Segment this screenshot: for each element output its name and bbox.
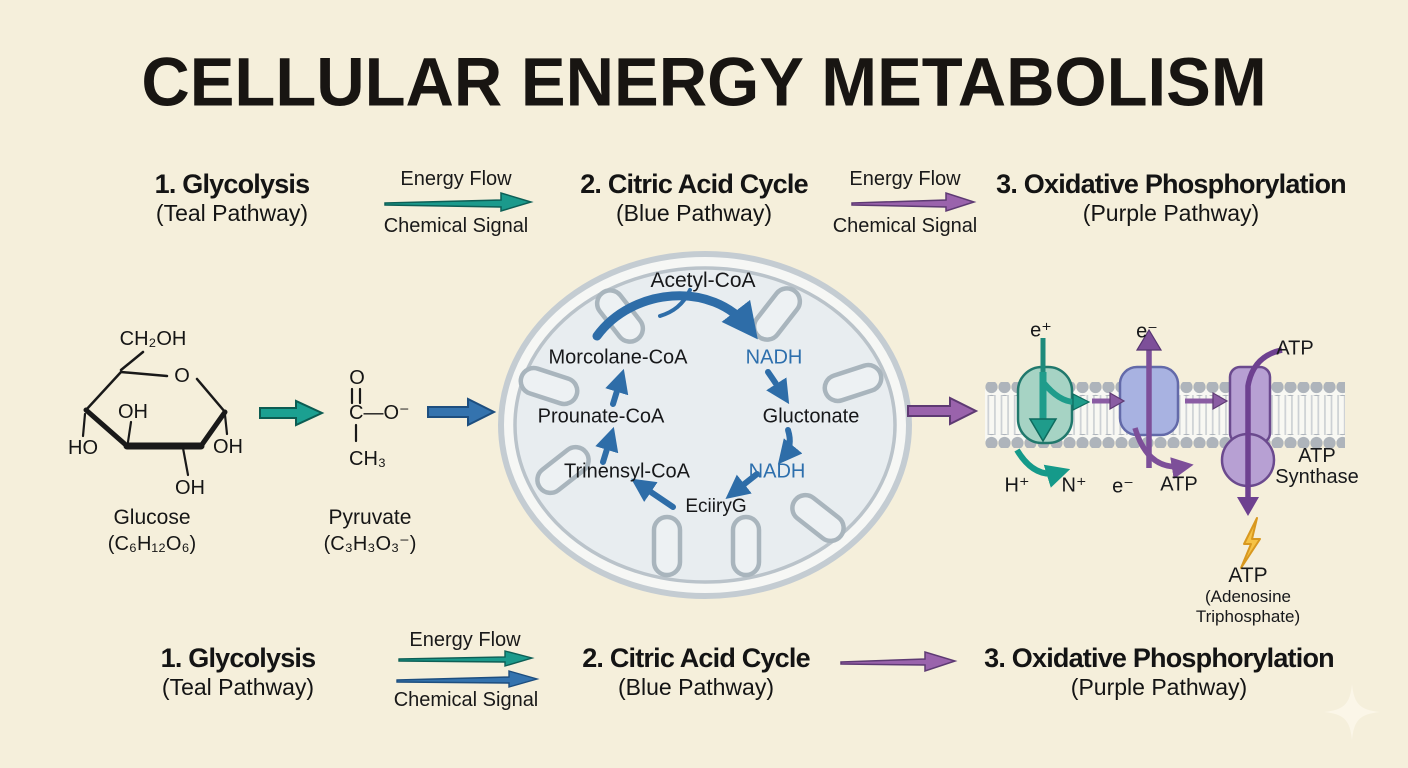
membrane-label-atp-top: ATP xyxy=(1276,337,1314,360)
glucose-oh-inner: OH xyxy=(118,401,148,423)
energy-flow-arrow-teal xyxy=(384,191,534,213)
membrane-label-n-plus: N⁺ xyxy=(1061,474,1087,497)
step-title: 1. Glycolysis xyxy=(154,169,311,199)
step-title: 2. Citric Acid Cycle xyxy=(580,169,808,199)
energy-flow-arrow-purple xyxy=(851,191,977,213)
cycle-label-morcolane-coa: Morcolane-CoA xyxy=(548,346,688,369)
pyruvate-o-top: O xyxy=(349,367,365,389)
atp-synthase-label: ATP Synthase xyxy=(1275,445,1359,488)
step-subtitle: (Teal Pathway) xyxy=(155,200,309,226)
membrane-label-e-minus-bottom: e⁻ xyxy=(1112,475,1134,498)
pyruvate-formula: (C₃H₃O₃⁻) xyxy=(323,533,417,555)
cycle-label-prounate-coa: Prounate-CoA xyxy=(537,405,665,428)
mitochondrion xyxy=(498,251,912,599)
glucose-oh-bottom: OH xyxy=(175,477,205,499)
step-title: 3. Oxidative Phosphorylation xyxy=(984,643,1334,673)
step-title: 2. Citric Acid Cycle xyxy=(582,643,810,673)
glucose-oh-right: OH xyxy=(213,436,243,458)
cycle-label-acetyl-coa: Acetyl-CoA xyxy=(650,269,756,292)
footer-arrow-purple xyxy=(840,650,958,673)
page-title: CELLULAR ENERGY METABOLISM xyxy=(141,43,1267,122)
pyruvate-carboxyl: C—O⁻ xyxy=(349,402,410,424)
glucose-structure: CH₂OH O OH HO OH OH xyxy=(68,328,243,499)
step-subtitle: (Blue Pathway) xyxy=(618,674,774,700)
step-subtitle: (Purple Pathway) xyxy=(1070,674,1248,700)
arrow-glucose-to-pyruvate xyxy=(259,399,325,427)
glucose-ho-left: HO xyxy=(68,437,98,459)
cycle-label-nadh-lower: NADH xyxy=(748,460,806,483)
glucose-name: Glucose xyxy=(113,506,191,529)
cycle-label-nadh-upper: NADH xyxy=(745,346,803,369)
energy-flow-label: Energy Flow xyxy=(849,168,961,190)
membrane-label-e-minus-top: e⁻ xyxy=(1136,320,1158,343)
atp-product-label: ATP (Adenosine Triphosphate) xyxy=(1195,564,1301,626)
step-subtitle: (Blue Pathway) xyxy=(616,200,772,226)
arrow-pyruvate-to-mitochondrion xyxy=(427,397,497,427)
energy-flow-label: Energy Flow xyxy=(409,629,521,651)
step-title: 1. Glycolysis xyxy=(160,643,317,673)
cycle-label-trinensyl-coa: Trinensyl-CoA xyxy=(564,460,690,483)
lightning-bolt-icon xyxy=(1240,517,1261,569)
step-subtitle: (Purple Pathway) xyxy=(1082,200,1260,226)
membrane-bilayer xyxy=(985,328,1345,569)
step-subtitle: (Teal Pathway) xyxy=(161,674,315,700)
glucose-ring-oxygen: O xyxy=(174,365,190,387)
membrane-label-e-plus: e⁺ xyxy=(1030,319,1052,342)
footer-arrow-blue xyxy=(396,670,540,688)
header-step-oxphos: 3. Oxidative Phosphorylation (Purple Pat… xyxy=(996,169,1346,227)
glucose-formula: (C₆H₁₂O₆) xyxy=(107,533,197,555)
arrow-mitochondrion-to-membrane xyxy=(907,396,979,426)
energy-flow-label: Energy Flow xyxy=(400,168,512,190)
membrane-label-h-plus: H⁺ xyxy=(1004,474,1030,497)
pyruvate-structure: O C—O⁻ CH₃ xyxy=(349,367,410,470)
cycle-label-eciiryg: EciiryG xyxy=(685,496,747,517)
sparkle-icon xyxy=(1324,684,1380,740)
footer-step-glycolysis: 1. Glycolysis (Teal Pathway) xyxy=(160,643,317,701)
citric-cycle-arrows xyxy=(592,288,803,510)
pyruvate-ch3: CH₃ xyxy=(349,448,386,470)
electron-flow-arrows xyxy=(1014,328,1283,516)
footer-step-citric: 2. Citric Acid Cycle (Blue Pathway) xyxy=(582,643,810,701)
step-title: 3. Oxidative Phosphorylation xyxy=(996,169,1346,199)
header-step-citric: 2. Citric Acid Cycle (Blue Pathway) xyxy=(580,169,808,227)
cycle-label-gluctonate: Gluctonate xyxy=(762,405,860,428)
chemical-signal-label: Chemical Signal xyxy=(393,689,539,711)
glucose-ch2oh-group: CH₂OH xyxy=(120,328,187,350)
membrane-label-atp-small: ATP xyxy=(1160,473,1198,496)
footer-step-oxphos: 3. Oxidative Phosphorylation (Purple Pat… xyxy=(984,643,1334,701)
footer-arrow-teal xyxy=(398,650,535,667)
chemical-signal-label: Chemical Signal xyxy=(383,215,529,237)
chemical-signal-label: Chemical Signal xyxy=(832,215,978,237)
header-step-glycolysis: 1. Glycolysis (Teal Pathway) xyxy=(154,169,311,227)
pyruvate-label: Pyruvate (C₃H₃O₃⁻) xyxy=(324,505,417,557)
glucose-label: Glucose (C₆H₁₂O₆) xyxy=(108,505,196,557)
pyruvate-name: Pyruvate xyxy=(328,506,412,529)
